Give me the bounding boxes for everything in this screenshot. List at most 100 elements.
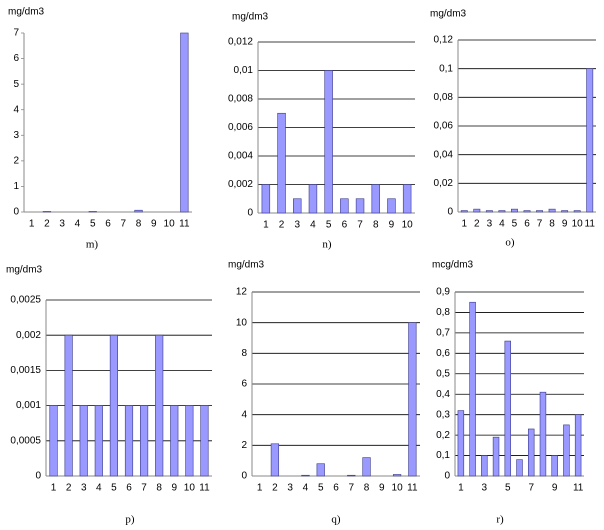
- x-tick-label: 5: [505, 483, 511, 494]
- x-tick-label: 4: [75, 219, 81, 230]
- y-tick-label: 0,4: [436, 389, 450, 400]
- panel-caption: r): [496, 514, 504, 526]
- y-tick-label: 6: [13, 53, 19, 64]
- x-tick-label: 10: [402, 220, 414, 231]
- y-tick-label: 0,004: [228, 151, 253, 162]
- y-tick-label: 0,3: [436, 409, 450, 420]
- bar: [270, 443, 280, 477]
- x-tick-label: 11: [585, 219, 596, 230]
- x-tick-label: 1: [461, 219, 467, 230]
- x-tick-label: 4: [310, 220, 316, 231]
- bar: [200, 405, 209, 477]
- bar: [387, 198, 396, 214]
- y-tick-label: 7: [13, 28, 19, 39]
- bar: [574, 414, 582, 477]
- bar: [523, 210, 531, 213]
- y-axis-label: mg/dm3: [6, 265, 43, 276]
- x-tick-label: 9: [151, 219, 157, 230]
- y-tick-label: 0,0015: [10, 365, 41, 376]
- y-axis-label: mg/dm3: [8, 7, 45, 18]
- bar: [511, 208, 518, 213]
- x-tick-label: 7: [528, 483, 534, 494]
- bar: [155, 334, 164, 477]
- x-tick-label: 3: [59, 219, 65, 230]
- bar: [324, 70, 333, 214]
- bar: [504, 340, 512, 477]
- y-tick-label: 2: [241, 440, 247, 451]
- bar: [536, 210, 543, 213]
- bar: [481, 455, 488, 477]
- x-tick-label: 8: [136, 219, 142, 230]
- bar: [573, 210, 581, 213]
- bar: [185, 405, 194, 477]
- bar: [261, 184, 271, 214]
- panel-caption: o): [505, 237, 515, 249]
- y-tick-label: 0,012: [228, 37, 253, 48]
- x-tick-label: 2: [474, 219, 480, 230]
- x-tick-label: 8: [156, 483, 162, 494]
- x-tick-label: 10: [572, 219, 584, 230]
- x-tick-label: 8: [364, 483, 370, 494]
- x-tick-label: 5: [318, 483, 324, 494]
- bar: [561, 210, 569, 213]
- x-tick-label: 11: [199, 483, 210, 494]
- bar: [301, 474, 310, 477]
- x-tick-label: 3: [482, 483, 488, 494]
- y-tick-label: 0,0005: [10, 435, 41, 446]
- x-tick-label: 1: [257, 483, 263, 494]
- bar: [277, 112, 286, 214]
- bar: [408, 322, 417, 477]
- x-tick-label: 6: [105, 219, 111, 230]
- y-tick-label: 0,1: [436, 450, 450, 461]
- bar: [109, 334, 118, 477]
- y-tick-label: 0,12: [434, 35, 454, 46]
- bar: [498, 210, 506, 213]
- y-tick-label: 3: [13, 130, 19, 141]
- panel-caption: n): [322, 239, 332, 251]
- bar: [88, 211, 97, 213]
- y-tick-label: 1: [13, 181, 19, 192]
- bar: [362, 457, 371, 477]
- x-tick-label: 7: [348, 483, 354, 494]
- bar: [124, 405, 134, 477]
- bar: [180, 32, 189, 213]
- bar: [42, 211, 52, 213]
- y-axis-label: mg/dm3: [232, 12, 269, 23]
- bar: [457, 410, 465, 477]
- bar: [551, 455, 558, 477]
- x-tick-label: 11: [179, 219, 190, 230]
- x-tick-label: 1: [51, 483, 57, 494]
- x-tick-label: 9: [552, 483, 558, 494]
- x-tick-label: 7: [141, 483, 147, 494]
- y-tick-label: 0,02: [434, 178, 454, 189]
- bar: [340, 198, 349, 214]
- y-tick-label: 0: [447, 207, 453, 218]
- bar: [548, 208, 556, 213]
- x-tick-label: 6: [333, 483, 339, 494]
- x-tick-label: 6: [342, 220, 348, 231]
- x-tick-label: 5: [90, 219, 96, 230]
- y-tick-label: 0,04: [434, 149, 454, 160]
- y-tick-label: 0,008: [228, 94, 253, 105]
- bar: [492, 436, 500, 477]
- bar: [64, 334, 73, 477]
- bar: [586, 68, 594, 213]
- panel-caption: m): [86, 239, 99, 251]
- bar: [473, 208, 481, 213]
- x-tick-label: 10: [184, 483, 196, 494]
- bar: [539, 391, 547, 477]
- x-tick-label: 5: [111, 483, 117, 494]
- bar: [140, 405, 149, 477]
- x-tick-label: 3: [294, 220, 300, 231]
- bar: [392, 474, 402, 477]
- y-axis-label: mg/dm3: [228, 260, 265, 271]
- y-tick-label: 0,06: [434, 121, 454, 132]
- x-tick-label: 9: [171, 483, 177, 494]
- y-tick-label: 5: [13, 79, 19, 90]
- y-tick-label: 0: [247, 208, 253, 219]
- bar: [460, 210, 468, 213]
- bar: [563, 424, 570, 477]
- x-tick-label: 2: [66, 483, 72, 494]
- bar: [527, 428, 535, 477]
- x-tick-label: 3: [287, 483, 293, 494]
